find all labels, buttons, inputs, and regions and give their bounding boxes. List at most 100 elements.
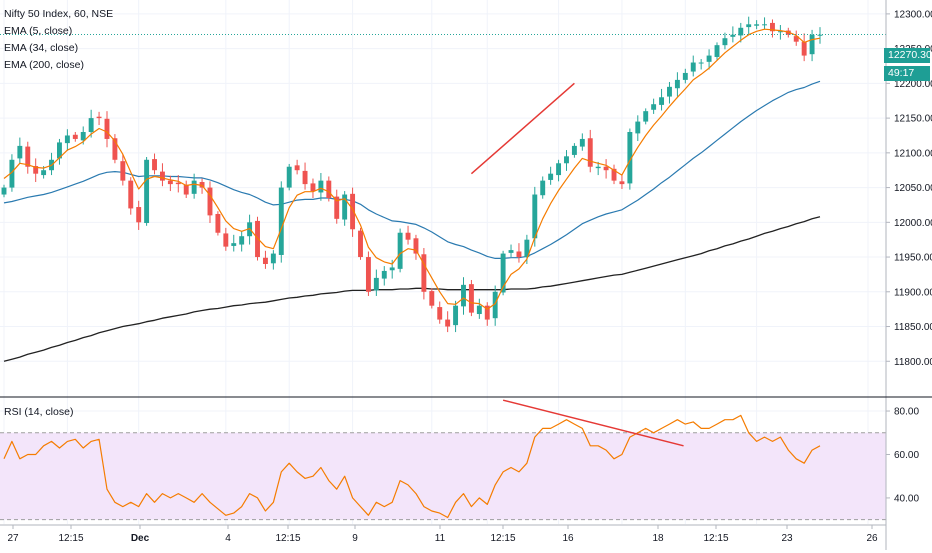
candle-body [373,277,379,291]
candle-body [72,134,78,139]
candle-body [476,305,482,315]
candle-body [682,72,688,80]
candle [144,157,150,226]
candle-body [564,156,569,164]
candle [397,228,403,273]
candle-body [777,31,783,33]
candle-body [801,41,807,56]
x-tick-label: 26 [866,533,878,544]
candle-body [350,193,356,230]
candle [468,279,474,317]
candle-body [722,38,728,46]
candle-body [175,182,181,185]
candle [358,227,363,260]
candle [738,22,744,43]
candle-body [152,159,157,171]
candle [540,176,546,199]
candle-body [690,62,696,72]
candle-body [635,121,641,134]
candle-body [389,267,395,271]
x-tick-label: 27 [7,533,19,544]
rsi-legend-label[interactable]: RSI (14, close) [4,406,74,418]
ema5-line [3,28,821,310]
candle-body [365,257,371,292]
ema34-legend[interactable]: EMA (34, close) [4,42,79,54]
candle-body [445,319,451,327]
candle-body [500,253,506,293]
candle [302,162,308,190]
candle-body [429,291,435,306]
candle [104,111,110,148]
ema200-legend[interactable]: EMA (200, close) [4,59,84,71]
x-tick-label: 12:15 [275,533,300,544]
candle-body [746,24,752,28]
x-tick-label: 18 [652,533,664,544]
candle-body [1,187,7,195]
last-price-badge: 12270.30 [884,48,932,63]
x-tick-label: 16 [562,533,574,544]
candle [373,269,379,296]
candle-body [334,196,340,219]
candle-body [770,22,775,32]
candle-body [136,207,142,223]
rsi-y-tick-label: 80.00 [894,407,919,418]
candle [579,133,585,151]
y-tick-label: 11800.00 [894,357,932,368]
candle-body [199,182,205,188]
y-tick-label: 12050.00 [894,183,932,194]
candle-body [183,184,189,195]
candle-body [104,118,110,139]
bar-countdown-badge: 49:17 [884,66,930,81]
candle [152,153,157,175]
rsi-band-fill [0,432,886,520]
symbol-label[interactable]: Nifty 50 Index, 60, NSE [4,8,114,20]
candle [571,143,577,158]
y-tick-label: 11950.00 [894,253,932,264]
x-tick-label: Dec [131,533,150,544]
x-tick-label: 12:15 [490,533,515,544]
candle [318,172,324,201]
candle [516,243,522,263]
candle [500,250,506,296]
candle [777,25,783,40]
ema34-line [3,80,821,259]
candle [159,163,165,187]
y-tick-label: 11900.00 [894,287,932,298]
candle-body [674,79,680,89]
candle [722,32,728,50]
candle-body [809,34,815,55]
candle [445,311,451,333]
candle [674,72,680,97]
candle [413,234,419,260]
ema5-legend[interactable]: EMA (5, close) [4,25,73,37]
candle-body [88,118,94,132]
candle [453,300,459,333]
candle [667,81,672,104]
candle [603,159,609,179]
candle-body [405,232,411,240]
candle [405,225,411,245]
candle-body [571,145,577,155]
candle-body [619,181,625,185]
candle [112,134,118,164]
y-tick-label: 11850.00 [894,322,932,333]
candle-body [33,166,39,174]
candle [817,27,823,44]
candle-body [310,183,316,192]
candle-body [461,284,466,307]
candle-body [532,194,538,239]
candle [326,176,332,202]
candle-body [270,253,276,264]
rsi-legend: RSI (14, close) [4,404,73,421]
candle-body [516,251,522,258]
candle-body [358,230,363,258]
price-trendline [470,82,575,175]
trendlines[interactable] [0,34,886,447]
candle-body [524,239,530,258]
candles [1,16,823,333]
candle [223,227,229,251]
candle [476,298,482,319]
